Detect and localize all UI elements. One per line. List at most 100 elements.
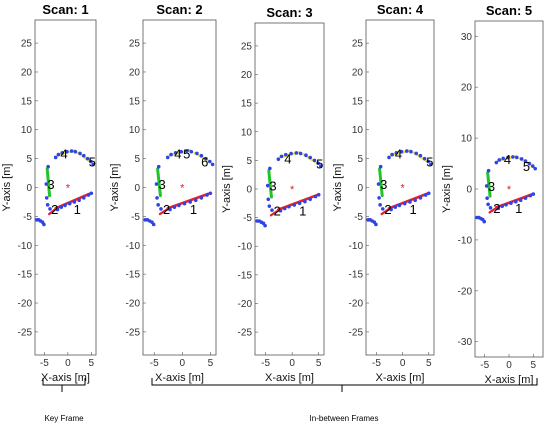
scan-points [533, 166, 538, 171]
scan-points [531, 192, 536, 196]
scan-points [210, 162, 215, 167]
x-axis-label: X-axis [m] [485, 374, 534, 386]
y-tick-label: 0 [134, 183, 140, 194]
scan-points [394, 151, 399, 155]
scan-points [429, 162, 433, 167]
y-tick-label: -10 [349, 241, 364, 252]
scan-points [500, 204, 505, 209]
scan-points [44, 196, 49, 200]
scan-points [283, 152, 288, 157]
landmark-label: 4 [174, 147, 181, 162]
scan-points [488, 206, 493, 210]
chart-title: Scan: 3 [266, 5, 312, 20]
scan-points [313, 194, 318, 199]
scan-points [56, 152, 61, 157]
x-tick-label: -5 [372, 358, 381, 369]
scan-chart-5: Scan: 5 -30 -20 -10 0 10 20 30 -5 0 5 X-axis [m] Y-a… [441, 3, 544, 386]
chart-title: Scan: 2 [156, 2, 202, 17]
scan-points [402, 201, 407, 206]
x-axis-label: X-axis [m] [265, 372, 314, 384]
scan-points [82, 153, 86, 158]
scan-points [482, 219, 487, 224]
scan-points [73, 149, 78, 154]
scan-points [78, 151, 82, 156]
scan-points [154, 182, 159, 186]
scan-points [297, 201, 302, 206]
key-frame-caption: Key Frame [44, 414, 84, 423]
scan-points [91, 162, 95, 167]
x-tick-label: 0 [289, 358, 295, 369]
key-frame-bracket [42, 378, 86, 392]
scan-points [172, 205, 177, 209]
scan-points [484, 184, 489, 188]
scan-points [193, 198, 198, 203]
scan-points [168, 207, 172, 212]
line-feature-3 [267, 169, 273, 199]
scan-points [287, 204, 291, 209]
y-axis-label: Y-axis [m] [1, 164, 13, 212]
scan-points [304, 153, 308, 158]
scan-points [69, 149, 74, 153]
y-tick-label: -25 [126, 327, 141, 338]
y-tick-label: -15 [18, 270, 33, 281]
scan-points [156, 203, 160, 207]
y-axis-label: Y-axis [m] [109, 164, 121, 212]
scan-points [387, 155, 391, 160]
scan-points [77, 198, 81, 203]
scan-points [501, 156, 505, 161]
scan-points [270, 208, 274, 212]
y-tick-label: -30 [458, 337, 473, 348]
y-tick-label: -25 [18, 327, 33, 338]
scan-points [389, 207, 393, 212]
y-tick-label: -10 [238, 242, 253, 253]
scan-points [374, 222, 378, 227]
y-tick-label: 10 [21, 125, 33, 136]
y-tick-label: -25 [349, 327, 364, 338]
y-tick-label: 20 [461, 83, 473, 94]
scan-points [418, 196, 423, 200]
chart-title: Scan: 5 [486, 3, 532, 18]
landmark-label: 3 [488, 179, 495, 194]
line-feature-2 [380, 207, 392, 216]
scan-points [486, 202, 490, 207]
scan-points [282, 206, 287, 211]
landmark-label: 1 [299, 203, 306, 218]
scan-points [518, 198, 523, 202]
scan-points [413, 198, 417, 203]
y-tick-label: -15 [349, 270, 364, 281]
scan-points [303, 199, 307, 204]
scan-points [159, 207, 163, 211]
y-tick-label: 25 [21, 39, 33, 50]
y-tick-label: 15 [241, 99, 253, 110]
scan-points [151, 222, 156, 227]
scan-points [397, 203, 402, 208]
landmark-label: 4 [504, 152, 511, 167]
scan-points [276, 157, 281, 162]
x-tick-label: 0 [180, 358, 186, 369]
scan-points [279, 154, 284, 159]
x-tick-label: 5 [426, 358, 432, 369]
origin-marker: * [507, 184, 512, 196]
origin-marker: * [400, 183, 405, 195]
y-tick-label: 20 [352, 67, 364, 78]
y-tick-label: -20 [458, 286, 473, 297]
line-feature-2 [488, 206, 499, 214]
x-axis-label: X-axis [m] [376, 372, 425, 384]
y-tick-label: -15 [238, 270, 253, 281]
scan-points [409, 149, 413, 154]
y-tick-label: 0 [357, 183, 363, 194]
scan-points [289, 151, 293, 156]
landmark-label: 5 [89, 155, 96, 170]
y-axis-label: Y-axis [m] [221, 165, 233, 213]
scan-points [204, 156, 208, 161]
y-tick-label: 0 [466, 185, 472, 196]
x-tick-label: 0 [65, 358, 71, 369]
scan-points [390, 152, 394, 157]
scan-points [511, 155, 515, 159]
scan-points [319, 164, 323, 168]
scan-points [497, 158, 502, 162]
scan-points [494, 160, 499, 165]
y-tick-label: 0 [26, 183, 32, 194]
